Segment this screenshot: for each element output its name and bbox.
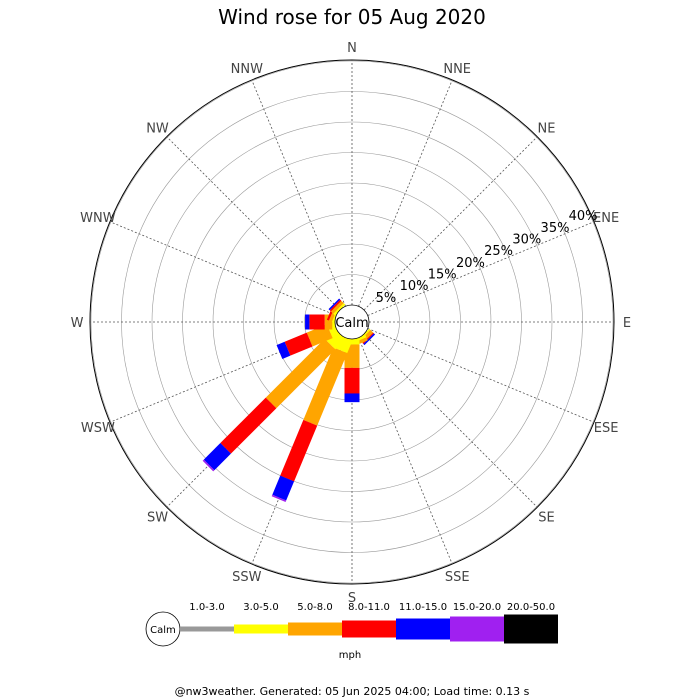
spoke-line [109, 221, 337, 316]
legend-swatch-0 [180, 626, 234, 632]
direction-label-wsw: WSW [81, 421, 115, 436]
direction-label-nne: NNE [443, 62, 471, 77]
grid-ring [243, 213, 461, 431]
spoke-line [367, 328, 595, 423]
bar-segment-ssw-5 [271, 494, 287, 503]
spoke-line [358, 79, 453, 307]
bar-segment-se-4 [363, 333, 376, 346]
legend-swatch-2 [288, 622, 342, 636]
bar-segment-s-3 [344, 367, 360, 394]
legend-units: mph [339, 650, 361, 661]
direction-label-sw: SW [147, 511, 168, 526]
legend-label-6: 20.0-50.0 [507, 602, 555, 613]
ring-label: 20% [456, 256, 485, 271]
ring-label: 25% [484, 244, 513, 259]
legend-swatch-4 [396, 618, 450, 640]
legend-swatch-3 [342, 620, 396, 638]
direction-label-s: S [348, 591, 356, 606]
direction-label-nw: NW [146, 122, 169, 137]
direction-label-wnw: WNW [80, 211, 116, 226]
legend-calm-label: Calm [150, 625, 176, 636]
direction-label-nnw: NNW [231, 62, 263, 77]
spoke-line [367, 221, 595, 316]
bar-segment-nw-1 [333, 303, 346, 316]
direction-label-n: N [347, 41, 357, 56]
ring-label: 30% [512, 233, 541, 248]
legend-label-5: 15.0-20.0 [453, 602, 501, 613]
bar-segment-sw-4 [203, 443, 231, 471]
bar-segment-ssw-2 [303, 347, 348, 426]
bar-segment-sw-3 [220, 397, 277, 454]
chart-title: Wind rose for 05 Aug 2020 [218, 5, 486, 29]
footer-text: @nw3weather. Generated: 05 Jun 2025 04:0… [175, 685, 530, 698]
legend-label-1: 3.0-5.0 [243, 602, 278, 613]
wind-bars [202, 298, 376, 503]
bar-segment-nw-4 [328, 298, 341, 311]
bar-segment-wsw-2 [306, 324, 333, 347]
calm-label: Calm [335, 316, 368, 331]
spoke-line [251, 79, 346, 307]
bar-segment-ssw-3 [280, 419, 318, 482]
ring-label: 35% [541, 221, 570, 236]
spoke-line [166, 136, 341, 311]
direction-label-sse: SSE [445, 570, 470, 585]
ring-label: 40% [569, 209, 598, 224]
direction-label-e: E [623, 316, 631, 331]
bar-segment-w-3 [309, 314, 325, 330]
ring-label: 10% [400, 279, 429, 294]
bar-segment-s-4 [344, 393, 360, 403]
legend-swatch-5 [450, 616, 504, 642]
direction-label-se: SE [538, 511, 554, 526]
bar-segment-nw-2 [330, 300, 344, 314]
ring-labels: 5%10%15%20%25%30%35%40% [376, 209, 598, 306]
bar-segment-wsw-3 [284, 332, 313, 356]
grid-ring [151, 121, 553, 523]
bar-segment-sw-5 [202, 459, 215, 472]
legend-label-0: 1.0-3.0 [189, 602, 224, 613]
legend-label-2: 5.0-8.0 [297, 602, 332, 613]
direction-label-w: W [71, 316, 84, 331]
calm-circle: Calm [334, 304, 370, 340]
direction-label-ssw: SSW [232, 570, 262, 585]
legend-swatch-6 [504, 614, 558, 644]
legend-swatch-1 [234, 624, 288, 634]
ring-label: 5% [376, 291, 397, 306]
calm-circle-shape [334, 304, 370, 340]
bar-segment-nw-3 [329, 299, 342, 312]
bar-segment-ssw-4 [272, 475, 295, 501]
ring-label: 15% [428, 268, 457, 283]
spoke-line [363, 333, 538, 508]
bar-segment-sw-2 [265, 338, 336, 409]
spoke-line [358, 337, 453, 565]
spoke-line [363, 136, 538, 311]
direction-labels: N NNE NE ENE E ESE SE SSE S SSW SW WSW W WNW NW NNW [71, 41, 632, 606]
bar-segment-wsw-4 [276, 341, 291, 359]
direction-label-ese: ESE [594, 421, 619, 436]
direction-label-ene: ENE [593, 211, 619, 226]
bar-segment-w-4 [305, 314, 310, 330]
direction-label-ne: NE [538, 122, 556, 137]
legend-label-3: 8.0-11.0 [348, 602, 390, 613]
speed-legend: Calm 1.0-3.0 3.0-5.0 5.0-8.0 8.0-11.0 11.0-15… [145, 602, 558, 647]
legend-label-4: 11.0-15.0 [399, 602, 447, 613]
